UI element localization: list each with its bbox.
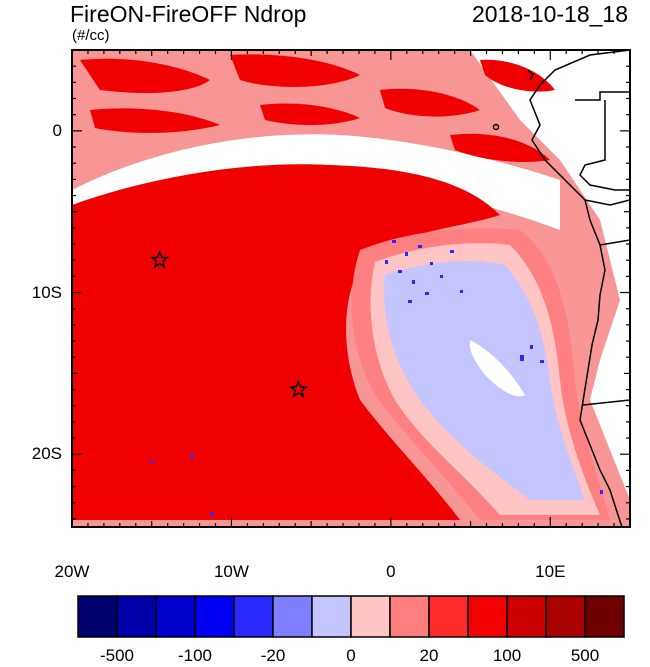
units-label: (#/cc) <box>72 27 110 44</box>
plot-date: 2018-10-18_18 <box>471 1 628 27</box>
star-marker <box>150 250 170 269</box>
colorbar-swatch <box>428 595 469 638</box>
colorbar-label: -500 <box>99 646 135 665</box>
colorbar-swatch <box>77 595 118 638</box>
x-tick-label: 10W <box>213 562 249 581</box>
colorbar-label: -20 <box>260 646 286 665</box>
colorbar-label: 100 <box>492 646 522 665</box>
colorbar-swatch <box>194 595 235 638</box>
x-tick-label: 20W <box>54 562 90 581</box>
colorbar-swatch <box>389 595 430 638</box>
colorbar-swatch <box>506 595 547 638</box>
field-red-core <box>72 164 500 520</box>
colorbar-swatch <box>545 595 586 638</box>
colorbar-label: 0 <box>346 646 356 665</box>
star-marker <box>288 379 308 398</box>
x-tick-label: 0 <box>386 562 396 581</box>
field-red-streaks-south <box>72 475 210 510</box>
colorbar-swatch <box>467 595 508 638</box>
y-tick-label: 10S <box>31 282 62 302</box>
field-lightblue-region <box>384 261 585 500</box>
colorbar-swatch <box>116 595 157 638</box>
field-layer <box>72 50 630 527</box>
colorbar-swatch <box>311 595 352 638</box>
field-white-band <box>72 134 560 230</box>
y-tick-label: 0 <box>52 120 62 140</box>
site-markers <box>150 250 308 398</box>
colorbar-label: 500 <box>570 646 600 665</box>
field-white-gap <box>469 340 525 397</box>
colorbar <box>77 595 625 638</box>
colorbar-swatch <box>272 595 313 638</box>
plot-frame <box>71 49 631 528</box>
colorbar-swatch <box>350 595 391 638</box>
x-tick-label: 10E <box>535 562 566 581</box>
coastline <box>492 50 630 527</box>
field-blue-speckles <box>120 240 603 515</box>
colorbar-label: -100 <box>177 646 213 665</box>
colorbar-label: 20 <box>419 646 439 665</box>
colorbar-swatch <box>584 595 625 638</box>
colorbar-swatch <box>155 595 196 638</box>
y-tick-label: 20S <box>31 444 62 464</box>
colorbar-swatch <box>233 595 274 638</box>
field-red-patches-north <box>80 54 555 162</box>
axis-ticks <box>71 49 631 527</box>
plot-title: FireON-FireOFF Ndrop <box>70 1 307 27</box>
